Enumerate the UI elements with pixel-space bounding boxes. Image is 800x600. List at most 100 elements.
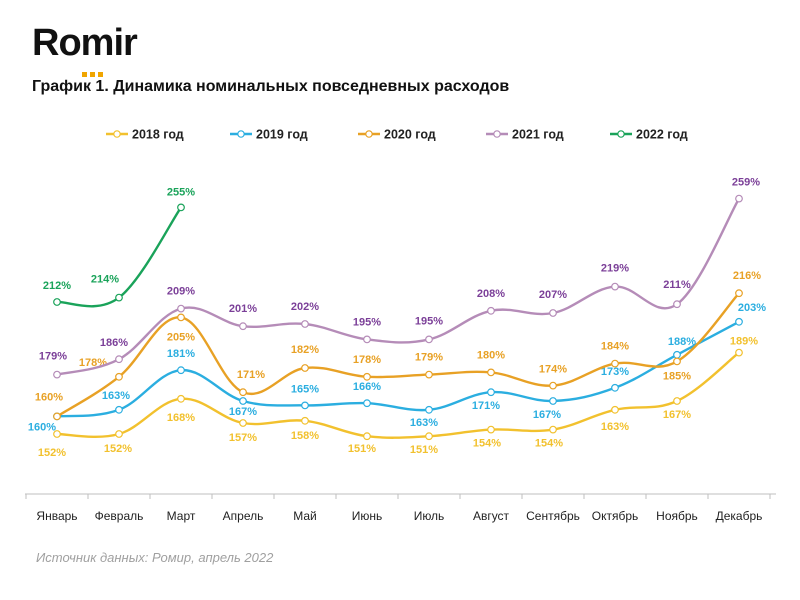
data-label: 157% — [229, 432, 257, 444]
legend-marker — [113, 130, 121, 138]
data-point — [549, 381, 557, 390]
data-point — [611, 405, 619, 414]
data-point — [425, 432, 433, 441]
x-tick-label: Август — [473, 509, 510, 523]
data-point — [239, 388, 247, 397]
x-tick-label: Сентябрь — [526, 509, 580, 523]
data-point — [177, 304, 185, 313]
x-tick-label: Март — [167, 509, 196, 523]
logo-dots — [82, 64, 106, 82]
data-point — [611, 359, 619, 368]
data-point — [549, 425, 557, 434]
data-label: 212% — [43, 280, 71, 292]
series-line — [56, 320, 740, 418]
x-tick-label: Октябрь — [592, 509, 639, 523]
data-label: 195% — [415, 315, 443, 327]
data-label: 216% — [733, 270, 761, 282]
data-label: 202% — [291, 301, 319, 313]
data-label: 167% — [533, 409, 561, 421]
data-label: 214% — [91, 274, 119, 286]
data-label: 167% — [229, 406, 257, 418]
legend-marker — [617, 130, 625, 138]
data-label: 255% — [167, 186, 195, 198]
data-point — [177, 313, 185, 322]
data-point — [115, 430, 123, 438]
data-label: 219% — [601, 263, 629, 275]
legend-label: 2019 год — [256, 128, 308, 142]
series-line — [56, 206, 182, 308]
data-point — [487, 388, 495, 397]
legend-label: 2020 год — [384, 128, 436, 142]
data-label: 205% — [167, 331, 195, 343]
x-tick-label: Июнь — [352, 509, 383, 523]
x-tick-label: Ноябрь — [656, 509, 698, 523]
source-note: Источник данных: Ромир, апрель 2022 — [36, 550, 274, 565]
data-point — [735, 194, 743, 203]
data-point — [549, 309, 557, 317]
data-point — [301, 416, 309, 425]
data-label: 184% — [601, 341, 629, 353]
data-label: 168% — [167, 412, 195, 424]
legend-label: 2018 год — [132, 128, 184, 142]
data-label: 178% — [353, 354, 381, 366]
data-point — [115, 372, 123, 381]
data-label: 186% — [100, 337, 128, 349]
data-label: 154% — [535, 438, 563, 450]
data-label: 179% — [39, 351, 67, 363]
data-label: 201% — [229, 303, 257, 315]
data-point — [487, 368, 495, 377]
romir-logo: Romir — [32, 22, 138, 64]
series-line — [56, 292, 740, 418]
data-label: 259% — [732, 177, 760, 189]
data-label: 171% — [472, 400, 500, 412]
data-label: 181% — [167, 348, 195, 360]
data-label: 163% — [102, 390, 130, 402]
data-point — [673, 357, 681, 366]
data-label: 166% — [353, 381, 381, 393]
data-label: 160% — [35, 391, 63, 403]
data-label: 185% — [663, 370, 691, 382]
data-label: 158% — [291, 430, 319, 442]
logo-dot — [90, 72, 95, 77]
series-line — [56, 197, 741, 376]
data-label: 209% — [167, 286, 195, 298]
data-point — [115, 405, 123, 414]
data-label: 171% — [237, 369, 265, 381]
data-label: 154% — [473, 438, 501, 450]
x-tick-label: Май — [293, 509, 317, 523]
data-point — [673, 350, 681, 359]
data-point — [611, 383, 619, 392]
data-point — [735, 289, 743, 298]
data-point — [487, 306, 495, 315]
data-point — [611, 282, 619, 291]
data-point — [115, 355, 123, 364]
data-label: 180% — [477, 349, 505, 361]
series-line — [56, 351, 740, 439]
data-point — [301, 401, 309, 410]
data-point — [53, 370, 61, 379]
data-point — [425, 405, 433, 414]
data-label: 173% — [601, 366, 629, 378]
data-point — [363, 335, 371, 344]
data-point — [239, 397, 247, 405]
data-label: 160% — [28, 421, 56, 433]
chart-title: График 1. Динамика номинальных повседнев… — [32, 78, 510, 95]
data-label: 182% — [291, 344, 319, 356]
data-label: 163% — [410, 417, 438, 429]
x-tick-label: Июль — [414, 509, 445, 523]
data-label: 208% — [477, 288, 505, 300]
data-label: 152% — [104, 443, 132, 455]
data-label: 163% — [601, 421, 629, 433]
data-point — [301, 364, 309, 372]
data-point — [735, 317, 743, 326]
data-point — [363, 372, 371, 381]
legend-label: 2021 год — [512, 128, 564, 142]
data-point — [549, 397, 557, 405]
data-label: 189% — [730, 336, 758, 348]
data-point — [115, 293, 123, 302]
data-label: 151% — [348, 443, 376, 455]
x-tick-label: Декабрь — [716, 509, 763, 523]
x-tick-label: Апрель — [223, 509, 264, 523]
legend-label: 2022 год — [636, 128, 688, 142]
data-point — [363, 399, 371, 408]
